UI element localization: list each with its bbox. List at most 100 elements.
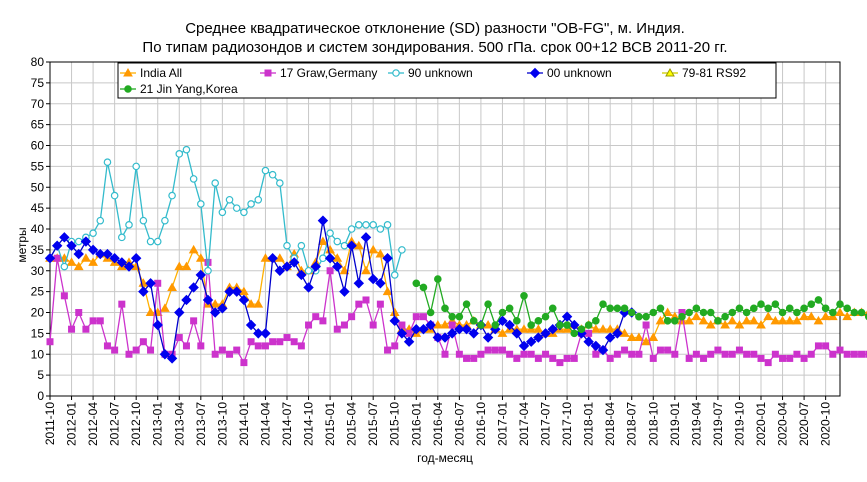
- legend-item: 21 Jin Yang,Korea: [120, 82, 238, 96]
- data-point: [527, 321, 535, 329]
- data-point: [599, 300, 607, 308]
- data-point: [556, 321, 564, 329]
- x-tick-label: 2019-10: [732, 402, 746, 446]
- data-point: [606, 354, 614, 362]
- data-point: [734, 320, 745, 329]
- data-point: [563, 354, 571, 362]
- y-tick-label: 45: [31, 201, 45, 215]
- data-point: [369, 321, 377, 329]
- legend-box: [117, 62, 777, 99]
- data-point: [592, 317, 600, 325]
- data-point: [247, 200, 255, 208]
- y-tick-label: 0: [37, 389, 44, 403]
- data-point: [671, 317, 679, 325]
- data-point: [527, 350, 535, 358]
- legend-swatch-marker: [529, 67, 541, 79]
- data-point: [412, 313, 420, 321]
- data-point: [757, 300, 765, 308]
- data-point: [355, 300, 363, 308]
- data-point: [829, 350, 837, 358]
- data-point: [305, 321, 313, 329]
- x-tick-label: 2017-01: [495, 402, 509, 446]
- data-point: [785, 304, 794, 313]
- data-point: [534, 317, 543, 325]
- data-point: [188, 282, 199, 293]
- x-tick-label: 2013-07: [194, 402, 208, 446]
- data-point: [498, 308, 507, 317]
- data-point: [118, 233, 126, 242]
- x-tick-label: 2013-01: [151, 402, 165, 446]
- data-point: [60, 292, 68, 300]
- data-point: [843, 350, 851, 358]
- data-point: [297, 241, 306, 250]
- data-point: [161, 216, 169, 225]
- data-point: [367, 273, 379, 285]
- data-point: [771, 300, 780, 308]
- data-point: [793, 350, 801, 358]
- data-point: [174, 307, 185, 318]
- data-point: [398, 321, 406, 329]
- data-point: [175, 150, 184, 158]
- legend-item: 00 unknown: [527, 66, 612, 80]
- data-point: [261, 166, 270, 175]
- data-point: [814, 342, 822, 350]
- data-point: [520, 292, 528, 300]
- data-point: [59, 232, 70, 243]
- data-point: [211, 350, 219, 358]
- data-point: [750, 304, 758, 313]
- data-point: [432, 332, 444, 343]
- data-point: [483, 320, 493, 329]
- data-point: [96, 216, 105, 225]
- data-point: [706, 308, 715, 317]
- legend-label: 17 Graw,Germany: [280, 66, 377, 80]
- x-tick-label: 2019-04: [689, 402, 703, 446]
- data-point: [707, 350, 715, 358]
- y-tick-label: 80: [31, 55, 45, 69]
- data-point: [590, 324, 601, 333]
- data-point: [635, 350, 643, 358]
- data-point: [130, 253, 142, 264]
- data-point: [95, 248, 106, 260]
- data-point: [310, 261, 321, 272]
- data-point: [290, 338, 298, 346]
- data-point: [727, 315, 738, 325]
- data-point: [312, 313, 320, 321]
- data-point: [850, 350, 858, 358]
- data-point: [66, 257, 77, 266]
- data-point: [793, 308, 801, 317]
- legend-label: 21 Jin Yang,Korea: [140, 82, 238, 96]
- data-point: [425, 319, 436, 331]
- legend-label: 79-81 RS92: [682, 66, 746, 80]
- data-point: [484, 300, 492, 308]
- data-point: [80, 236, 92, 247]
- data-point: [218, 208, 227, 217]
- data-point: [656, 346, 664, 354]
- data-point: [699, 308, 708, 317]
- data-point: [491, 321, 500, 329]
- data-point: [865, 350, 867, 358]
- data-point: [441, 350, 449, 358]
- data-point: [368, 244, 379, 254]
- x-tick-label: 2020-10: [819, 402, 833, 446]
- data-point: [232, 204, 241, 212]
- data-point: [484, 346, 492, 354]
- y-tick-label: 35: [31, 243, 45, 257]
- data-point: [189, 175, 198, 183]
- data-point: [260, 253, 271, 262]
- data-point: [556, 359, 564, 367]
- data-point: [339, 286, 350, 297]
- data-point: [132, 346, 140, 354]
- x-tick-label: 2017-07: [539, 402, 553, 446]
- data-point: [497, 315, 508, 327]
- data-point: [770, 315, 781, 325]
- x-tick-label: 2014-10: [302, 402, 316, 446]
- data-point: [777, 315, 788, 325]
- data-point: [326, 229, 334, 237]
- data-point: [324, 253, 336, 264]
- data-point: [649, 354, 657, 362]
- data-point: [340, 321, 348, 329]
- data-point: [792, 315, 802, 325]
- data-point: [82, 325, 90, 333]
- y-tick-label: 25: [31, 285, 45, 299]
- data-point: [81, 253, 91, 262]
